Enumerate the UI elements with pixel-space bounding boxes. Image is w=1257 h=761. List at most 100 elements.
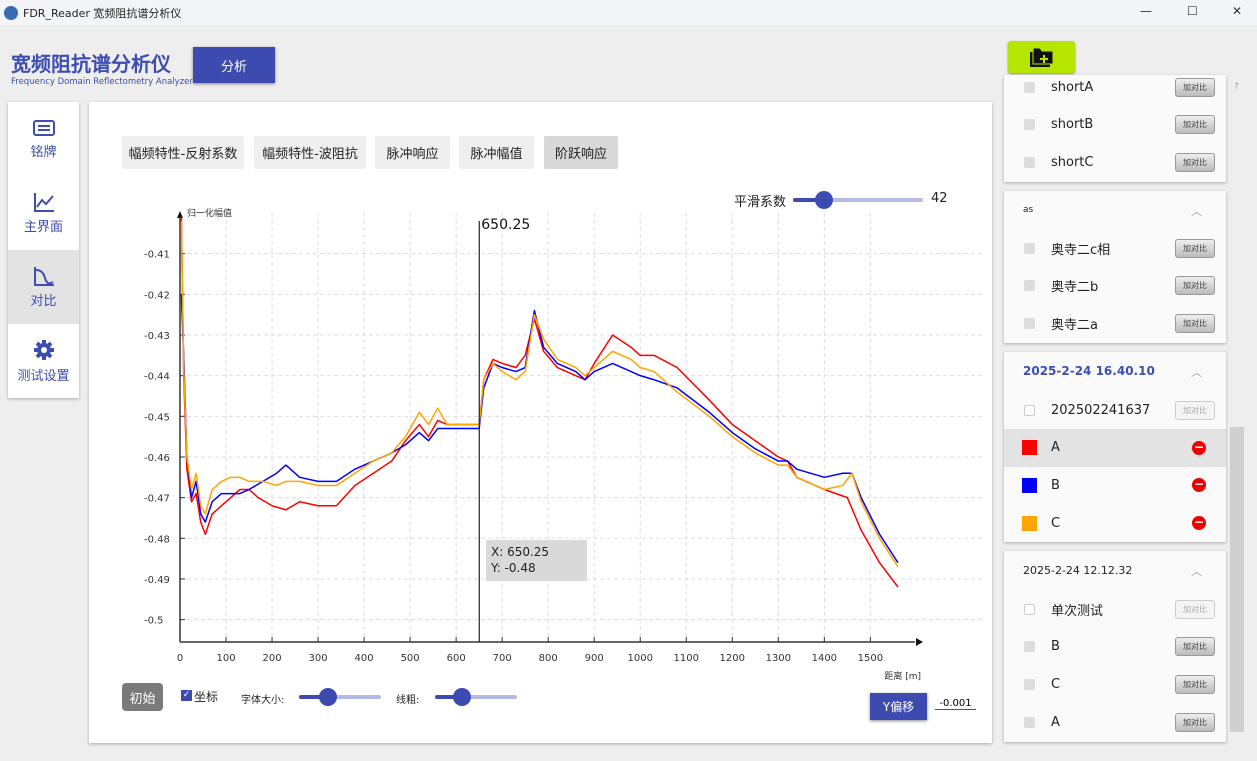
- add-compare-button[interactable]: 加对比: [1175, 115, 1215, 135]
- add-compare-button[interactable]: 加对比: [1175, 238, 1215, 258]
- x-tick-label: 1400: [812, 653, 837, 664]
- add-compare-button[interactable]: 加对比: [1175, 637, 1215, 657]
- analyze-button[interactable]: 分析: [193, 47, 275, 83]
- item-checkbox[interactable]: [1024, 119, 1035, 131]
- list-item[interactable]: A −: [1004, 428, 1226, 467]
- nav-label: 测试设置: [17, 368, 70, 384]
- item-checkbox[interactable]: [1024, 280, 1035, 292]
- item-checkbox[interactable]: [1024, 678, 1035, 690]
- right-scrollbar[interactable]: ↑: [1230, 80, 1244, 745]
- step-response-chart[interactable]: 0 100 200 300 400 500 600 700 800 900 1000 1100 1200…: [89, 102, 992, 702]
- add-compare-button[interactable]: 加对比: [1175, 599, 1215, 619]
- remove-icon[interactable]: −: [1192, 515, 1206, 531]
- brand-subtitle: Frequency Domain Reflectometry Analyzer: [11, 77, 193, 87]
- item-label: shortA: [1051, 79, 1094, 95]
- x-tick-label: 300: [309, 653, 328, 664]
- scrollbar-thumb[interactable]: [1230, 427, 1244, 732]
- list-item[interactable]: shortA 加对比: [1004, 68, 1226, 106]
- tooltip-y: Y: -0.48: [491, 561, 536, 575]
- collapse-chevron-icon[interactable]: ︿: [1191, 366, 1202, 379]
- compare-icon: [33, 266, 54, 286]
- nav-label: 对比: [30, 293, 57, 309]
- nav-item-compare[interactable]: 对比: [8, 250, 79, 324]
- x-tick-label: 1100: [674, 653, 699, 664]
- add-compare-button[interactable]: 加对比: [1175, 276, 1215, 296]
- item-checkbox[interactable]: [1024, 156, 1035, 168]
- item-checkbox[interactable]: [1024, 603, 1035, 615]
- list-item[interactable]: 202502241637 加对比: [1004, 391, 1226, 429]
- item-checkbox[interactable]: [1024, 81, 1035, 93]
- add-compare-button[interactable]: 加对比: [1175, 313, 1215, 333]
- x-tick-label: 1500: [858, 653, 883, 664]
- item-checkbox[interactable]: [1024, 317, 1035, 329]
- tab-impulse-response[interactable]: 脉冲响应: [375, 136, 450, 169]
- tab-impulse-amplitude[interactable]: 脉冲幅值: [459, 136, 534, 169]
- list-item[interactable]: 奥寺二b 加对比: [1004, 267, 1226, 305]
- close-button[interactable]: ✕: [1232, 4, 1243, 18]
- group-title: 2025-2-24 12.12.32: [1023, 564, 1133, 577]
- minimize-button[interactable]: —: [1140, 4, 1152, 18]
- item-checkbox[interactable]: [1024, 641, 1035, 653]
- y-tick-label: -0.44: [144, 372, 170, 383]
- nav-item-main[interactable]: 主界面: [8, 176, 79, 250]
- list-item[interactable]: 单次测试 加对比: [1004, 590, 1226, 628]
- item-checkbox[interactable]: [1024, 716, 1035, 728]
- list-item[interactable]: 奥寺二c相 加对比: [1004, 229, 1226, 267]
- nav-item-nameplate[interactable]: 铭牌: [8, 102, 79, 176]
- x-tick-label: 200: [263, 653, 282, 664]
- add-folder-button[interactable]: [1008, 41, 1075, 73]
- list-item[interactable]: shortB 加对比: [1004, 106, 1226, 144]
- add-compare-button[interactable]: 加对比: [1175, 152, 1215, 172]
- item-label: 奥寺二a: [1051, 317, 1098, 333]
- list-item[interactable]: C 加对比: [1004, 665, 1226, 703]
- nav-label: 主界面: [23, 219, 63, 235]
- slider-handle[interactable]: [453, 688, 472, 706]
- x-tick-label: 400: [355, 653, 374, 664]
- smoothing-slider[interactable]: [793, 191, 923, 209]
- x-tick-label: 100: [216, 653, 235, 664]
- line-width-slider[interactable]: [435, 688, 517, 706]
- item-label: A: [1051, 440, 1060, 456]
- tab-step-response[interactable]: 阶跃响应: [544, 136, 618, 169]
- y-shift-input[interactable]: [935, 698, 976, 710]
- x-tick-label: 1000: [628, 653, 653, 664]
- item-checkbox[interactable]: [1024, 404, 1035, 416]
- collapse-chevron-icon[interactable]: ︿: [1191, 205, 1202, 218]
- font-size-label: 字体大小:: [241, 695, 285, 706]
- add-compare-button[interactable]: 加对比: [1175, 712, 1215, 732]
- nav-label: 铭牌: [30, 144, 57, 160]
- coords-checkbox[interactable]: ✓: [181, 690, 192, 701]
- remove-icon[interactable]: −: [1192, 439, 1206, 455]
- add-compare-button[interactable]: 加对比: [1175, 77, 1215, 97]
- y-tick-label: -0.45: [144, 412, 170, 423]
- add-compare-button[interactable]: 加对比: [1175, 674, 1215, 694]
- item-checkbox[interactable]: [1024, 242, 1035, 254]
- nameplate-icon: [32, 119, 55, 136]
- font-size-slider[interactable]: [299, 688, 381, 706]
- y-shift-button[interactable]: Y偏移: [870, 693, 927, 720]
- slider-handle[interactable]: [318, 688, 337, 706]
- list-item[interactable]: B 加对比: [1004, 628, 1226, 666]
- reset-button[interactable]: 初始: [122, 683, 163, 711]
- tab-impedance[interactable]: 幅频特性-波阻抗: [254, 136, 366, 169]
- list-item[interactable]: shortC 加对比: [1004, 143, 1226, 181]
- app-logo-icon: [4, 5, 18, 20]
- cursor-value-label: 650.25: [481, 217, 530, 233]
- tab-reflection[interactable]: 幅频特性-反射系数: [122, 136, 244, 169]
- remove-icon[interactable]: −: [1192, 477, 1206, 493]
- x-tick-label: 800: [539, 653, 558, 664]
- maximize-button[interactable]: ☐: [1187, 4, 1198, 18]
- nav-item-test-settings[interactable]: 测试设置: [8, 324, 79, 398]
- y-tick-label: -0.41: [144, 250, 170, 261]
- list-item[interactable]: 奥寺二a 加对比: [1004, 304, 1226, 342]
- slider-handle[interactable]: [815, 191, 834, 209]
- collapse-chevron-icon[interactable]: ︿: [1191, 565, 1202, 578]
- group-short: shortA 加对比 shortB 加对比 shortC 加对比: [1004, 75, 1226, 182]
- list-item[interactable]: A 加对比: [1004, 703, 1226, 741]
- list-item[interactable]: C −: [1004, 504, 1226, 542]
- scroll-up-icon[interactable]: ↑: [1233, 82, 1241, 92]
- gear-icon: [33, 339, 54, 360]
- add-compare-button[interactable]: 加对比: [1175, 400, 1215, 420]
- list-item[interactable]: B −: [1004, 466, 1226, 504]
- item-label: shortC: [1051, 154, 1094, 170]
